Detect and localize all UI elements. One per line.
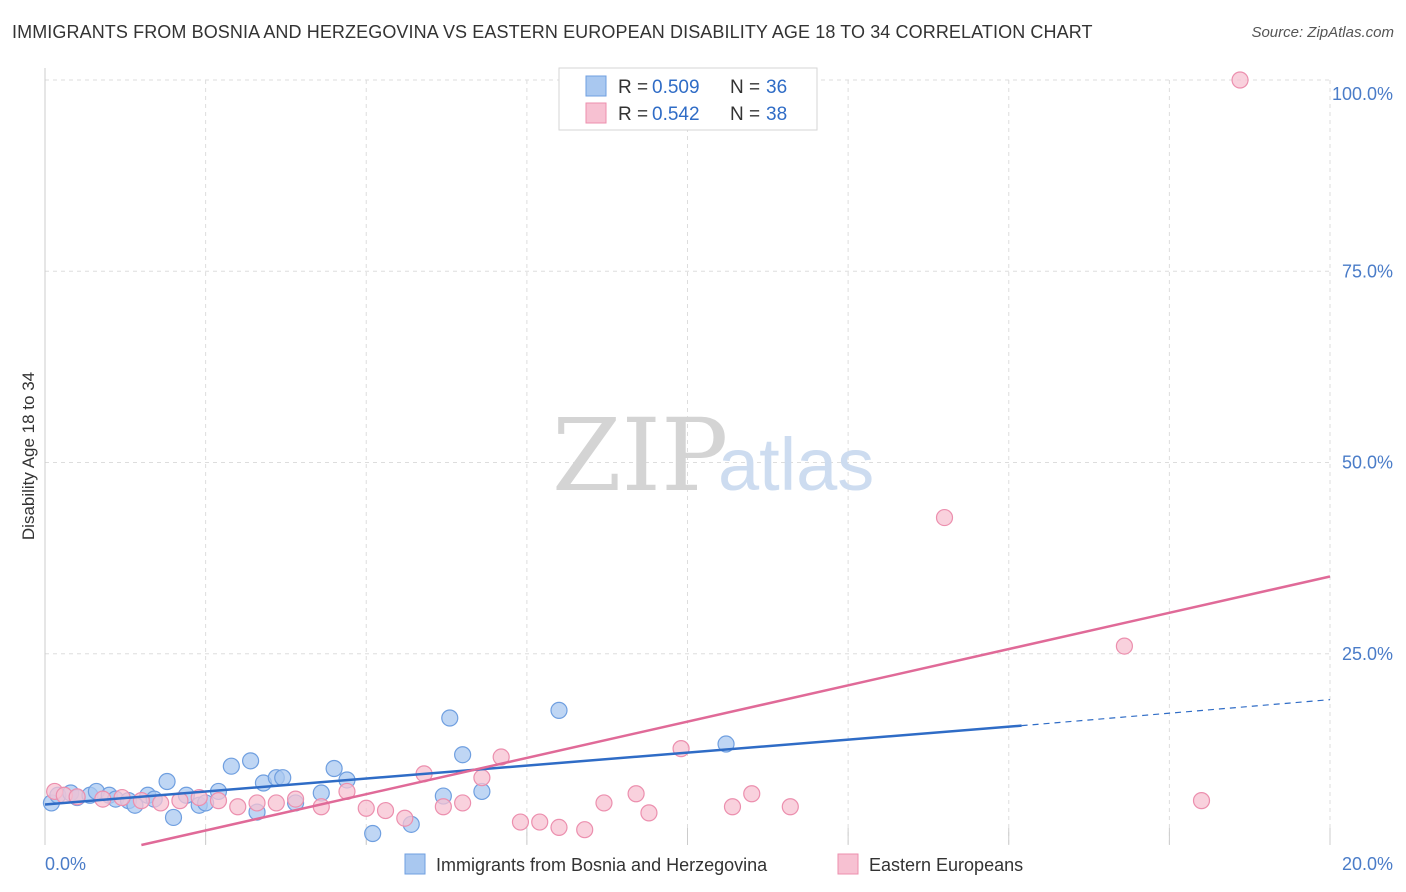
- point-blue-19: [242, 752, 260, 770]
- point-pink-34: [781, 798, 799, 816]
- legend-r-label-pink: R =: [618, 104, 648, 125]
- point-pink-10: [229, 798, 247, 816]
- point-blue-12: [158, 772, 176, 791]
- point-pink-33: [743, 785, 761, 803]
- point-pink-23: [492, 748, 510, 766]
- y-tick-label-3: 100.0%: [1332, 84, 1393, 104]
- point-pink-16: [357, 799, 375, 817]
- legend-swatch-blue: [585, 75, 607, 97]
- point-pink-32: [723, 798, 742, 816]
- point-pink-6: [152, 794, 170, 812]
- trend-lines: [44, 575, 1331, 847]
- point-pink-21: [454, 794, 472, 812]
- point-pink-29: [627, 785, 645, 803]
- x-tick-label-1: 20.0%: [1342, 854, 1393, 874]
- trend-line-blue: [44, 724, 1022, 806]
- point-pink-24: [511, 813, 530, 831]
- axes-layer: 25.0% 50.0% 75.0% 100.0% 0.0% 20.0%: [44, 68, 1393, 874]
- point-blue-13: [164, 808, 183, 827]
- y-tick-label-2: 75.0%: [1342, 261, 1393, 281]
- point-pink-25: [531, 813, 549, 831]
- watermark-zip: ZIP: [552, 397, 728, 514]
- bottom-legend-label-blue: Immigrants from Bosnia and Herzegovina: [436, 855, 768, 875]
- point-blue-26: [325, 759, 343, 778]
- chart-title: IMMIGRANTS FROM BOSNIA AND HERZEGOVINA V…: [12, 22, 1093, 42]
- legend-n-label-pink: N =: [730, 104, 760, 125]
- point-pink-9: [209, 792, 228, 810]
- point-blue-31: [441, 709, 459, 727]
- point-pink-11: [248, 794, 266, 812]
- bottom-legend-label-pink: Eastern Europeans: [869, 855, 1023, 875]
- point-pink-13: [286, 790, 305, 808]
- y-axis-label: Disability Age 18 to 34: [19, 372, 38, 540]
- point-blue-28: [364, 824, 382, 843]
- point-pink-38: [1231, 71, 1249, 89]
- point-pink-37: [1192, 792, 1211, 810]
- point-pink-20: [434, 798, 452, 816]
- legend-n-value-pink: 38: [766, 104, 787, 125]
- point-pink-27: [576, 821, 594, 839]
- point-pink-12: [267, 794, 285, 812]
- y-tick-label-0: 25.0%: [1342, 644, 1393, 664]
- trend-line-blue-extension: [1021, 699, 1331, 727]
- legend-swatch-pink: [585, 102, 607, 124]
- watermark: ZIP atlas: [552, 397, 874, 514]
- bottom-legend-swatch-pink: [837, 853, 859, 875]
- bottom-legend: Immigrants from Bosnia and Herzegovina E…: [404, 853, 1023, 875]
- point-blue-23: [274, 769, 292, 787]
- legend-n-label-blue: N =: [730, 77, 760, 98]
- point-pink-28: [595, 794, 613, 812]
- legend-r-value-pink: 0.542: [652, 104, 700, 125]
- point-pink-36: [1115, 637, 1134, 655]
- y-tick-label-1: 50.0%: [1342, 453, 1393, 473]
- point-pink-22: [473, 769, 491, 787]
- point-blue-32: [454, 746, 472, 764]
- point-blue-18: [222, 757, 240, 775]
- legend-r-label-blue: R =: [618, 77, 648, 98]
- source-label: Source: ZipAtlas.com: [1251, 24, 1394, 41]
- point-blue-34: [550, 701, 568, 719]
- watermark-atlas: atlas: [718, 423, 874, 506]
- x-tick-label-0: 0.0%: [45, 854, 86, 874]
- point-pink-35: [935, 508, 954, 527]
- point-pink-26: [550, 818, 568, 837]
- series-blue-points: [42, 701, 735, 843]
- point-pink-30: [640, 804, 658, 822]
- trend-line-pink: [141, 575, 1331, 847]
- legend-n-value-blue: 36: [766, 77, 787, 98]
- legend-r-value-blue: 0.509: [652, 77, 700, 98]
- bottom-legend-swatch-blue: [404, 853, 426, 875]
- legend: R = 0.509 N = 36 R = 0.542 N = 38: [558, 67, 818, 131]
- point-pink-18: [396, 809, 414, 827]
- point-pink-17: [376, 801, 395, 820]
